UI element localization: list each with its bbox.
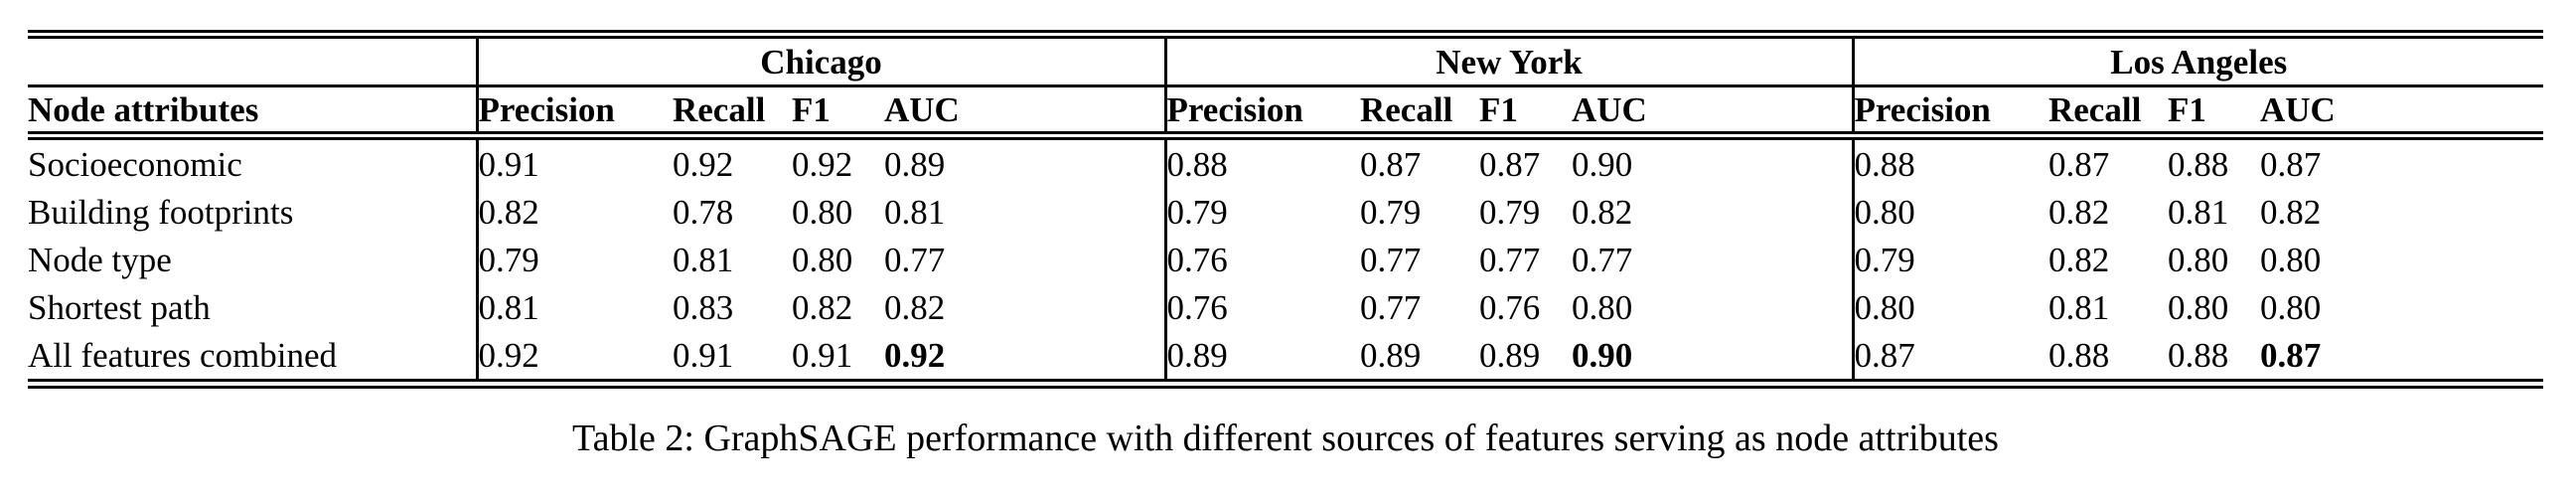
city-header-new-york: New York bbox=[1163, 30, 1853, 87]
metric-cell-best-auc: 0.87 bbox=[2260, 331, 2544, 389]
row-label: Building footprints bbox=[28, 192, 294, 232]
metric-header-f1: F1 bbox=[2168, 85, 2260, 140]
metric-cell: 0.81 bbox=[884, 192, 946, 232]
metric-cell: 0.89 bbox=[884, 144, 946, 184]
metric-cell: 0.87 bbox=[1360, 144, 1422, 184]
table-caption: Table 2: GraphSAGE performance with diff… bbox=[572, 418, 1999, 459]
metric-cell: 0.79 bbox=[1360, 192, 1422, 232]
metric-cell-best-auc: 0.90 bbox=[1572, 331, 1853, 389]
metric-header-f1: F1 bbox=[792, 85, 884, 140]
row-label: Socioeconomic bbox=[28, 144, 242, 184]
metric-header-auc: AUC bbox=[884, 85, 1165, 140]
table-row-socioeconomic: Socioeconomic 0.91 0.92 0.92 0.89 0.88 0… bbox=[28, 135, 2543, 188]
metric-cell: 0.83 bbox=[673, 287, 734, 327]
metric-cell: 0.79 bbox=[1851, 236, 2048, 283]
metric-cell: 0.92 bbox=[475, 331, 673, 389]
metric-cell: 0.89 bbox=[1479, 331, 1572, 389]
metric-cell: 0.80 bbox=[792, 240, 853, 279]
metric-cell: 0.82 bbox=[2260, 192, 2322, 232]
metric-cell: 0.89 bbox=[1163, 331, 1360, 389]
row-header-node-attributes: Node attributes bbox=[28, 85, 477, 140]
metric-cell: 0.91 bbox=[475, 135, 673, 188]
metric-cell: 0.81 bbox=[2048, 287, 2110, 327]
metric-cell: 0.80 bbox=[2260, 240, 2322, 279]
metric-cell: 0.82 bbox=[2048, 240, 2110, 279]
metric-cell: 0.81 bbox=[2168, 192, 2229, 232]
metric-cell-best-auc: 0.92 bbox=[884, 331, 1165, 389]
metric-header-precision: Precision bbox=[1163, 85, 1360, 140]
metric-cell: 0.77 bbox=[1572, 240, 1633, 279]
metric-cell: 0.90 bbox=[1572, 144, 1633, 184]
metric-cell: 0.77 bbox=[1479, 240, 1541, 279]
metric-cell: 0.77 bbox=[1360, 287, 1422, 327]
metric-header-row: Node attributes Precision Recall F1 AUC … bbox=[28, 85, 2544, 140]
metric-cell: 0.82 bbox=[1572, 192, 1633, 232]
city-header-los-angeles: Los Angeles bbox=[1851, 30, 2544, 87]
metric-cell: 0.91 bbox=[792, 331, 884, 389]
metric-header-auc: AUC bbox=[2260, 85, 2544, 140]
metric-cell: 0.77 bbox=[884, 240, 946, 279]
row-label: Node type bbox=[28, 240, 172, 279]
table-row-building-footprints: Building footprints 0.82 0.78 0.80 0.81 … bbox=[28, 188, 2543, 236]
metric-cell: 0.79 bbox=[1479, 192, 1541, 232]
metric-cell: 0.81 bbox=[673, 240, 734, 279]
metric-cell: 0.80 bbox=[1851, 188, 2048, 236]
metric-cell: 0.87 bbox=[2260, 144, 2322, 184]
metric-cell: 0.92 bbox=[673, 144, 734, 184]
metric-cell: 0.76 bbox=[1163, 236, 1360, 283]
metric-cell: 0.88 bbox=[1851, 135, 2048, 188]
metric-cell: 0.82 bbox=[2048, 192, 2110, 232]
metric-cell: 0.81 bbox=[475, 283, 673, 331]
metric-cell: 0.88 bbox=[2168, 144, 2229, 184]
metric-cell: 0.80 bbox=[1572, 287, 1633, 327]
metric-cell: 0.89 bbox=[1360, 331, 1479, 389]
metric-header-recall: Recall bbox=[673, 85, 792, 140]
metric-cell: 0.79 bbox=[475, 236, 673, 283]
table-row-all-features-combined: All features combined 0.92 0.91 0.91 0.9… bbox=[28, 331, 2544, 389]
metric-cell: 0.76 bbox=[1479, 287, 1541, 327]
row-label: All features combined bbox=[28, 331, 477, 389]
row-label: Shortest path bbox=[28, 287, 211, 327]
corner-cell bbox=[28, 30, 477, 87]
city-header-chicago: Chicago bbox=[475, 30, 1165, 87]
metric-cell: 0.82 bbox=[884, 287, 946, 327]
table-row-shortest-path: Shortest path 0.81 0.83 0.82 0.82 0.76 0… bbox=[28, 283, 2543, 331]
metric-header-recall: Recall bbox=[1360, 85, 1479, 140]
metric-cell: 0.87 bbox=[1479, 144, 1541, 184]
metric-cell: 0.79 bbox=[1163, 188, 1360, 236]
metric-cell: 0.80 bbox=[792, 192, 853, 232]
metric-cell: 0.76 bbox=[1163, 283, 1360, 331]
metric-header-recall: Recall bbox=[2048, 85, 2168, 140]
metric-cell: 0.80 bbox=[2260, 287, 2322, 327]
metric-cell: 0.91 bbox=[673, 331, 792, 389]
city-header-row: Chicago New York Los Angeles bbox=[28, 30, 2544, 87]
metric-cell: 0.88 bbox=[2048, 331, 2168, 389]
metric-header-f1: F1 bbox=[1479, 85, 1572, 140]
metric-cell: 0.88 bbox=[1163, 135, 1360, 188]
metric-cell: 0.80 bbox=[2168, 240, 2229, 279]
metric-cell: 0.82 bbox=[792, 287, 853, 327]
metric-cell: 0.80 bbox=[1851, 283, 2048, 331]
results-table: Chicago New York Los Angeles Node attrib… bbox=[28, 30, 2544, 389]
metric-cell: 0.78 bbox=[673, 192, 734, 232]
metric-header-precision: Precision bbox=[1851, 85, 2048, 140]
metric-header-precision: Precision bbox=[475, 85, 673, 140]
metric-cell: 0.87 bbox=[2048, 144, 2110, 184]
metric-cell: 0.82 bbox=[475, 188, 673, 236]
metric-cell: 0.88 bbox=[2168, 331, 2260, 389]
metric-header-auc: AUC bbox=[1572, 85, 1853, 140]
metric-cell: 0.80 bbox=[2168, 287, 2229, 327]
metric-cell: 0.87 bbox=[1851, 331, 2048, 389]
table-row-node-type: Node type 0.79 0.81 0.80 0.77 0.76 0.77 … bbox=[28, 236, 2543, 283]
metric-cell: 0.77 bbox=[1360, 240, 1422, 279]
paper-table-figure: Chicago New York Los Angeles Node attrib… bbox=[28, 30, 2544, 459]
metric-cell: 0.92 bbox=[792, 144, 853, 184]
